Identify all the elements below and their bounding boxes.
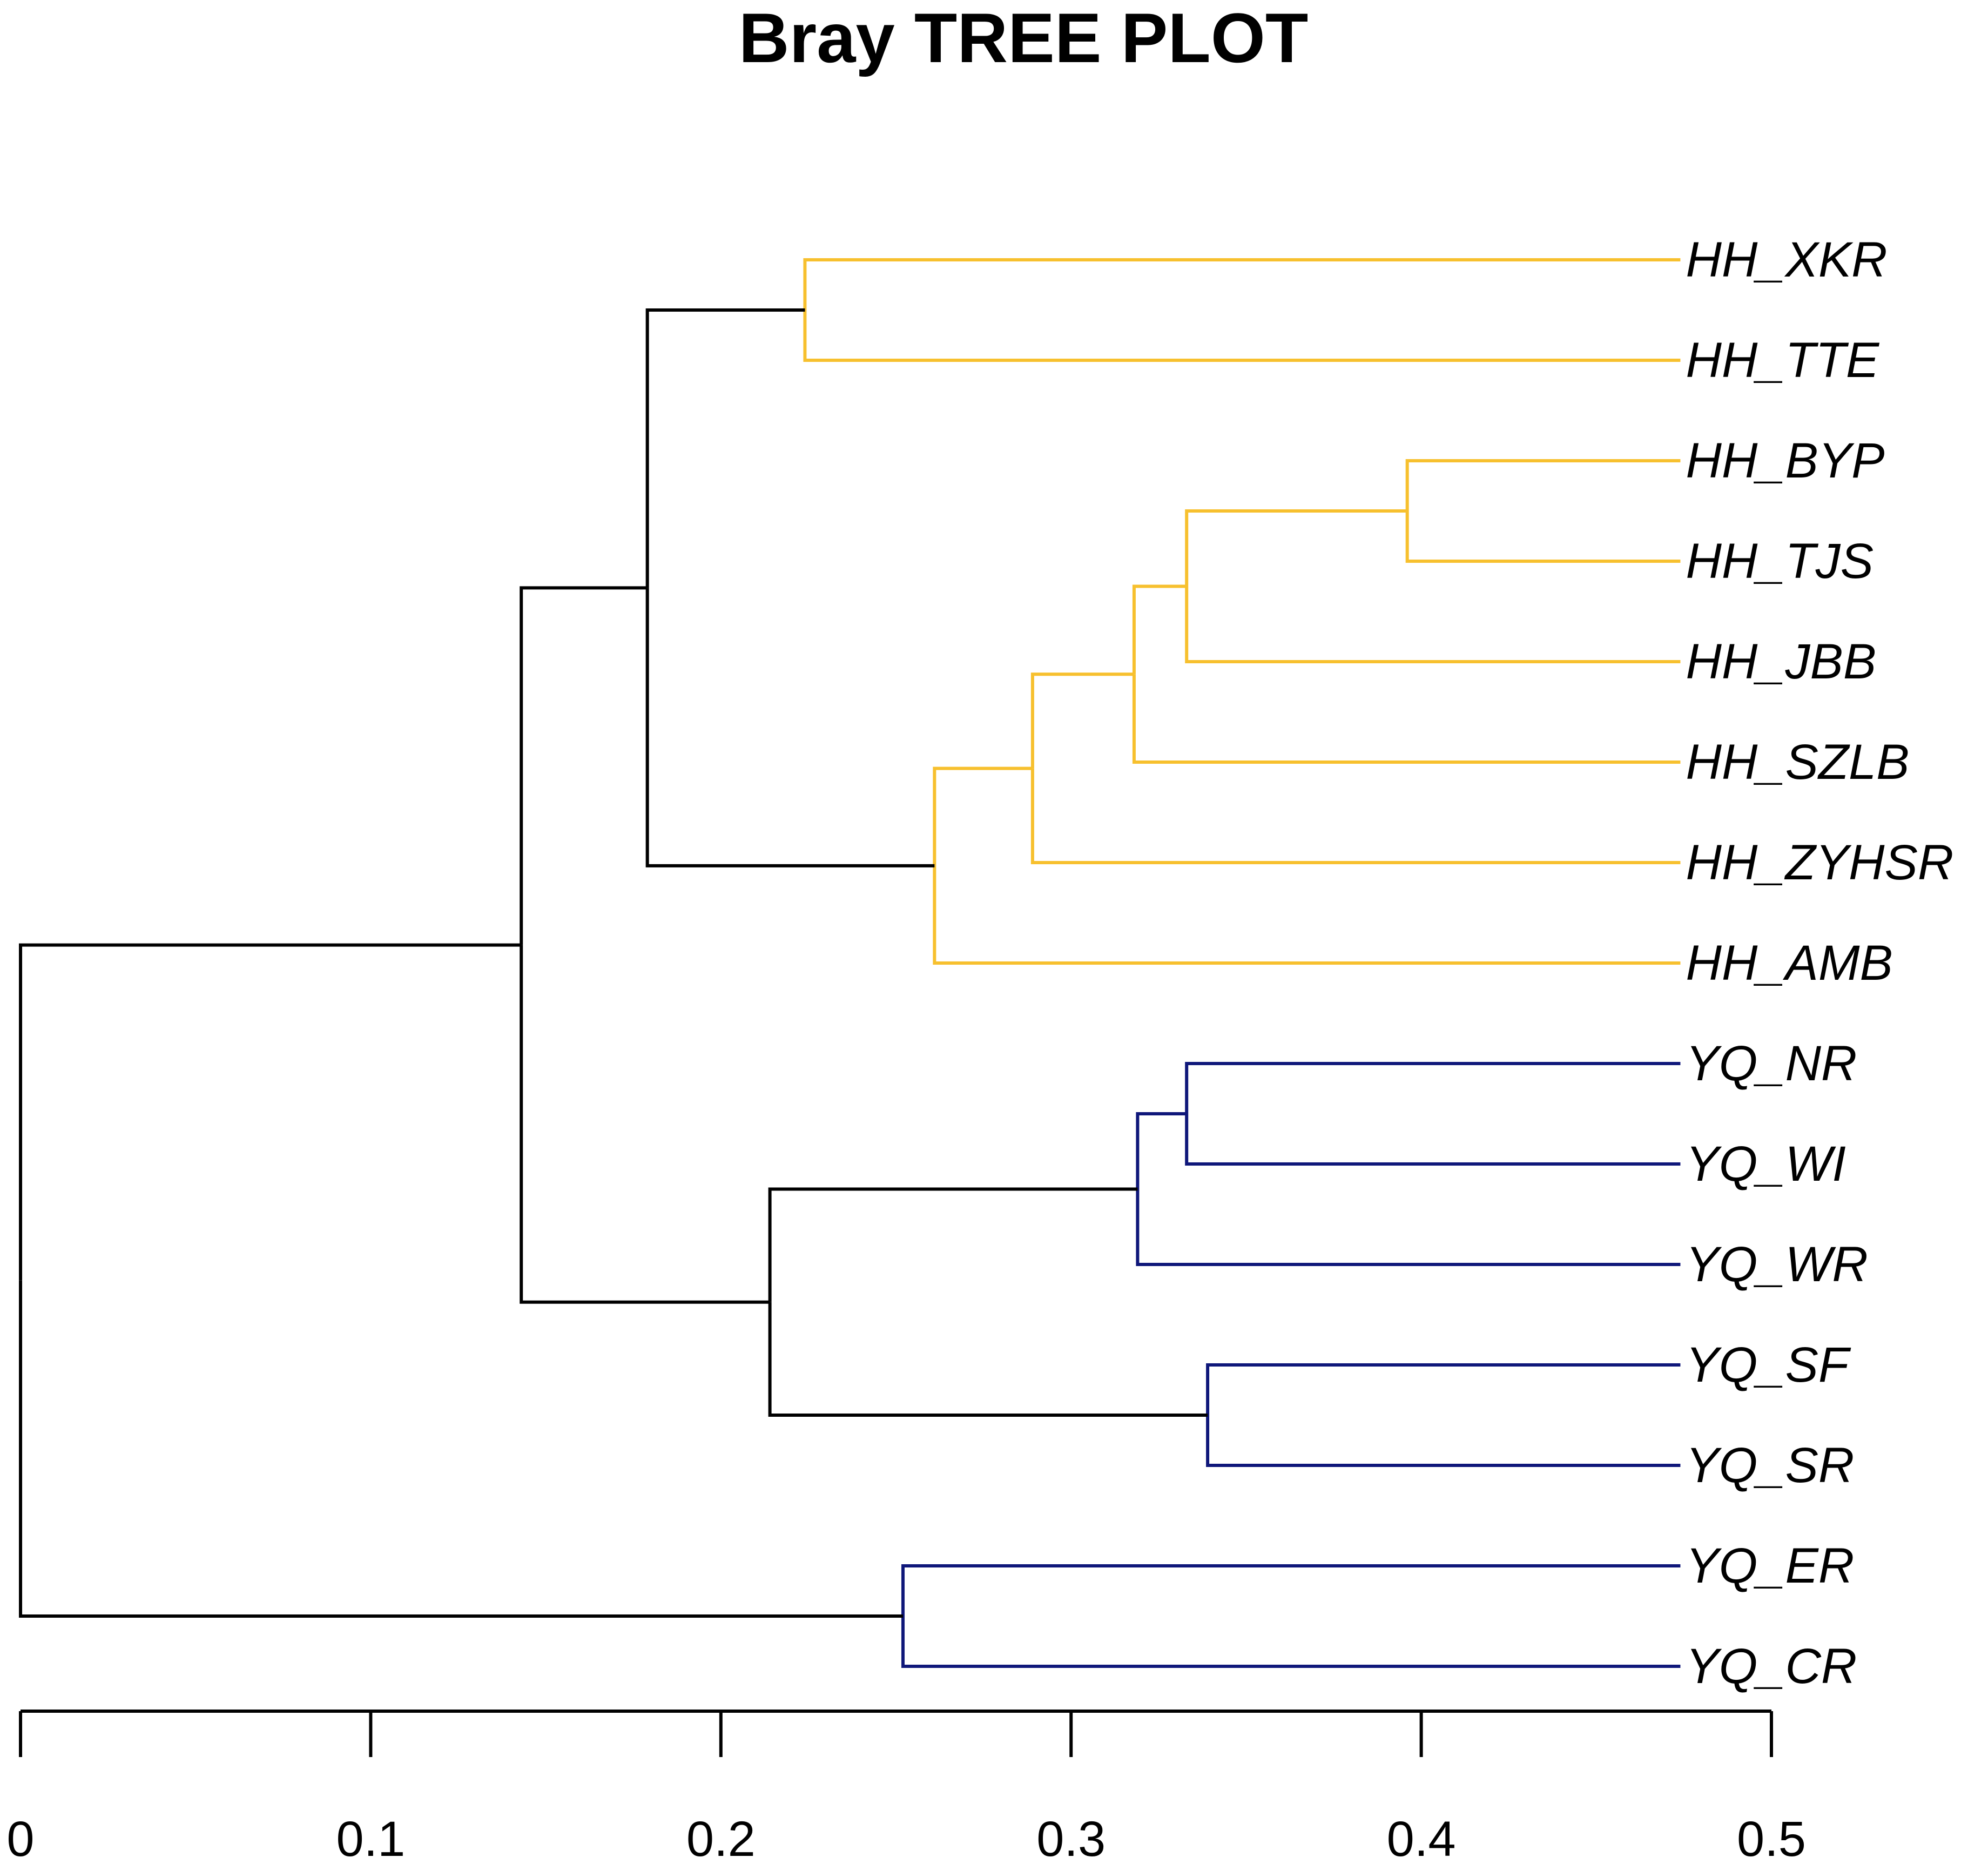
leaf-label: HH_BYP	[1686, 433, 1884, 488]
branch-n_wr-to-YQ_WR	[1136, 1189, 1681, 1266]
leaf-label: HH_JBB	[1686, 634, 1876, 689]
branch-n_xkr_tte-to-HH_XKR	[803, 258, 1681, 310]
leaf-label: HH_ZYHSR	[1686, 835, 1953, 890]
branch-n_amb-to-n_zyhsr	[933, 766, 1033, 866]
branch-n_zyhsr-to-n_szlb	[1030, 672, 1134, 769]
branch-n_yq5-to-n_wr	[768, 1187, 1138, 1302]
branch-n_hh-to-n_xkr_tte	[645, 308, 805, 588]
branch-n_amb-to-HH_AMB	[933, 865, 1681, 965]
leaf-label: HH_AMB	[1686, 936, 1892, 991]
leaf-label: YQ_WI	[1686, 1136, 1845, 1192]
branch-n_xkr_tte-to-HH_TTE	[803, 310, 1681, 362]
branch-n_byp_tjs-to-HH_TJS	[1405, 511, 1681, 563]
branch-n_sf_sr-to-YQ_SF	[1206, 1363, 1681, 1415]
branch-n_szlb-to-n_jbb	[1132, 584, 1187, 675]
branch-n_hh-to-n_amb	[645, 588, 935, 867]
branch-n_root-to-n_er_cr	[19, 1280, 903, 1618]
leaf-label: YQ_NR	[1686, 1036, 1857, 1091]
leaf-label: HH_TTE	[1686, 333, 1879, 388]
x-tick-label: 0.4	[1387, 1812, 1456, 1864]
branch-n_sf_sr-to-YQ_SR	[1206, 1415, 1681, 1467]
x-tick-label: 0.1	[336, 1812, 405, 1864]
leaf-label: HH_SZLB	[1686, 735, 1909, 790]
branch-n_byp_tjs-to-HH_BYP	[1405, 459, 1681, 511]
branch-n_yq5-to-n_sf_sr	[768, 1302, 1208, 1417]
branch-n_nr_wi-to-YQ_NR	[1185, 1062, 1681, 1114]
branch-n_jbb-to-HH_JBB	[1185, 586, 1681, 663]
leaf-label: YQ_SF	[1686, 1337, 1851, 1392]
leaf-label: YQ_SR	[1686, 1438, 1854, 1493]
x-tick-label: 0.2	[686, 1812, 756, 1864]
x-tick-label: 0.3	[1036, 1812, 1106, 1864]
branch-n_wr-to-n_nr_wi	[1136, 1112, 1187, 1189]
leaf-label: HH_XKR	[1686, 232, 1887, 287]
branch-n_mid-to-n_yq5	[520, 945, 770, 1304]
leaf-label: YQ_WR	[1686, 1237, 1868, 1292]
x-axis: 0 0.1 0.2 0.3 0.4 0.5	[6, 1710, 1806, 1864]
branch-n_szlb-to-HH_SZLB	[1132, 674, 1681, 764]
chart-title: Bray TREE PLOT	[739, 0, 1309, 77]
branch-n_mid-to-n_hh	[520, 586, 648, 945]
branch-n_jbb-to-n_byp_tjs	[1185, 509, 1407, 587]
branch-n_er_cr-to-YQ_ER	[901, 1564, 1681, 1616]
leaf-labels-group: HH_XKR HH_TTE HH_BYP HH_TJS HH_JBB HH_SZLB HH_…	[1686, 232, 1953, 1694]
leaf-label: YQ_ER	[1686, 1538, 1854, 1593]
leaf-label: YQ_CR	[1686, 1639, 1857, 1694]
x-tick-label: 0.5	[1737, 1812, 1806, 1864]
leaf-label: HH_TJS	[1686, 534, 1874, 589]
branch-n_er_cr-to-YQ_CR	[901, 1616, 1681, 1668]
branch-n_nr_wi-to-YQ_WI	[1185, 1114, 1681, 1166]
x-tick-label: 0	[6, 1812, 34, 1864]
branch-n_root-to-n_mid	[19, 943, 522, 1281]
branches-group	[19, 258, 1681, 1668]
branch-n_zyhsr-to-HH_ZYHSR	[1030, 768, 1681, 864]
